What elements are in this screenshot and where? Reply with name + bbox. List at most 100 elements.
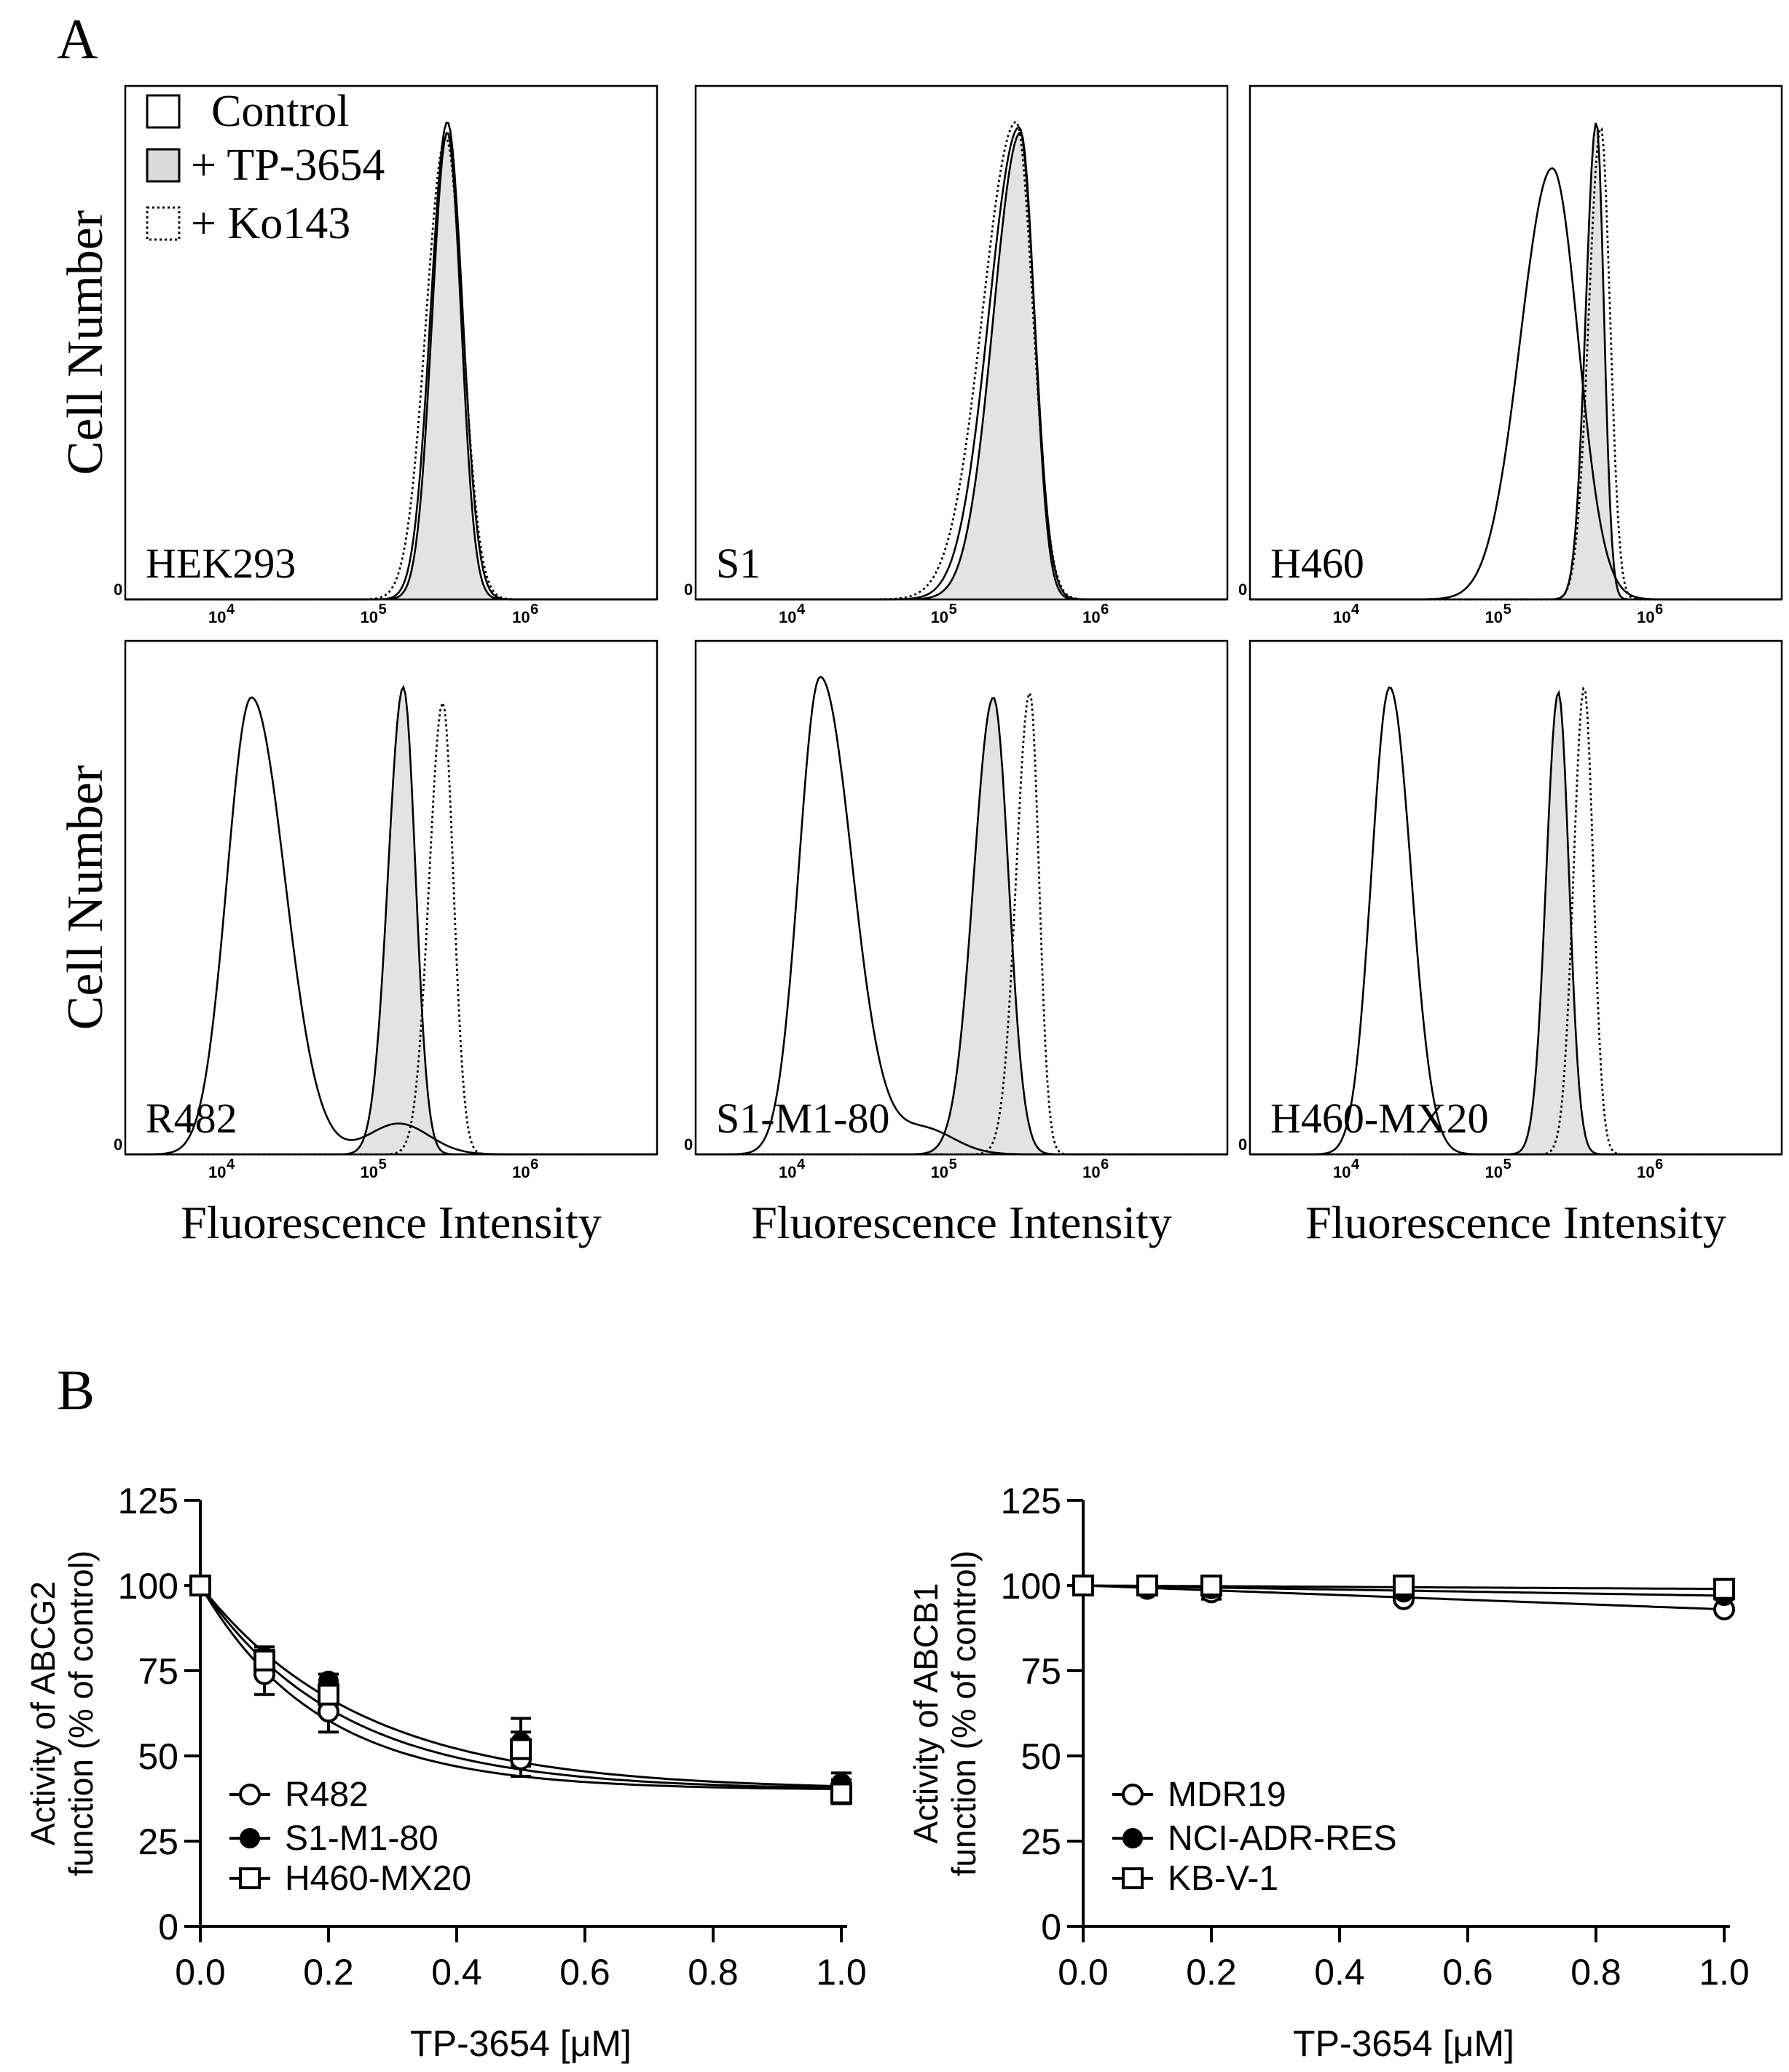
plot-frame	[1249, 639, 1783, 1156]
histogram-series-ko143	[125, 700, 657, 1156]
data-point-open-square	[1393, 1575, 1415, 1596]
cell-line-label: S1-M1-80	[716, 1095, 889, 1142]
histogram-series-tp3654	[696, 697, 1227, 1156]
data-point-filled-circle	[1122, 1828, 1143, 1848]
y-tick-label: 100	[1001, 1566, 1061, 1607]
legend-swatch	[146, 148, 181, 183]
histogram-series-tp3654	[1250, 122, 1782, 601]
data-point-open-square	[1136, 1575, 1158, 1596]
data-point-open-square	[1200, 1575, 1222, 1596]
histogram-series-control	[696, 125, 1227, 601]
plot-frame	[1249, 84, 1783, 601]
y-tick-zero: 0	[684, 1135, 693, 1154]
x-axis-title: Fluorescence Intensity	[1305, 1197, 1726, 1248]
x-tick-exponent: 4	[227, 1157, 235, 1173]
x-tick-label: 10	[208, 1163, 226, 1181]
legend-label: H460-MX20	[285, 1859, 471, 1898]
x-tick-exponent: 4	[1351, 602, 1360, 618]
x-tick-label: 10	[1485, 608, 1503, 626]
y-tick-label: 125	[1001, 1481, 1061, 1521]
x-tick-label: 10	[1333, 608, 1350, 626]
histogram-series-ko143	[1250, 686, 1782, 1156]
x-tick-label: 10	[361, 608, 378, 626]
legend: Control + TP-3654 + Ko143	[146, 87, 385, 248]
panel-label-b: B	[57, 1358, 95, 1422]
y-tick-zero: 0	[114, 580, 122, 599]
x-tick-label: 0.6	[559, 1952, 610, 1993]
x-tick-label: 10	[1082, 1163, 1100, 1181]
histogram-series-tp3654	[696, 130, 1227, 601]
y-tick-label: 25	[138, 1821, 178, 1862]
x-tick-label: 10	[361, 1163, 378, 1181]
panel-label-a: A	[57, 7, 98, 71]
data-point-open-circle	[1122, 1784, 1144, 1805]
x-tick-label: 10	[1637, 608, 1654, 626]
histogram-series-tp3654	[1250, 690, 1782, 1156]
x-tick-label: 10	[1333, 1163, 1350, 1181]
y-axis-title: Activity of ABCG2	[24, 1581, 62, 1846]
x-tick-exponent: 5	[949, 1157, 957, 1173]
y-axis-title: Cell Number	[58, 765, 114, 1031]
y-tick-label: 50	[1021, 1736, 1061, 1777]
histogram-series-control	[1250, 686, 1782, 1156]
x-tick-label: 0.0	[175, 1952, 226, 1993]
x-tick-label: 10	[1082, 608, 1100, 626]
y-axis-title: Activity of ABCB1	[907, 1583, 945, 1844]
x-tick-exponent: 5	[379, 1157, 387, 1173]
x-axis-title: Fluorescence Intensity	[181, 1197, 602, 1248]
y-tick-label: 125	[118, 1481, 178, 1521]
cell-line-label: H460	[1270, 540, 1364, 587]
histogram-series-control	[125, 696, 657, 1156]
data-point-open-square	[1122, 1867, 1144, 1889]
x-axis-title: TP-3654 [μM]	[410, 2023, 632, 2064]
data-point-open-square	[830, 1782, 852, 1805]
cell-line-label: R482	[146, 1095, 237, 1142]
y-tick-label: 0	[1041, 1907, 1061, 1947]
y-tick-zero: 0	[114, 1135, 122, 1154]
x-tick-label: 0.8	[688, 1952, 739, 1993]
legend-label: MDR19	[1168, 1776, 1286, 1814]
legend-label: S1-M1-80	[285, 1819, 439, 1858]
x-tick-exponent: 6	[1101, 1157, 1109, 1173]
y-tick-zero: 0	[1238, 580, 1247, 599]
legend-label: NCI-ADR-RES	[1168, 1819, 1397, 1858]
x-tick-exponent: 6	[1655, 602, 1663, 618]
x-tick-exponent: 5	[379, 602, 387, 618]
data-point-open-square	[318, 1683, 339, 1706]
x-tick-label: 0.4	[1314, 1952, 1365, 1993]
legend-label: Control	[211, 87, 349, 136]
y-tick-label: 75	[1021, 1651, 1061, 1692]
legend-swatch	[146, 94, 181, 129]
x-tick-label: 10	[779, 608, 796, 626]
data-point-open-square	[510, 1738, 532, 1760]
x-tick-label: 0.6	[1442, 1952, 1493, 1993]
data-point-open-square	[1713, 1577, 1735, 1600]
x-tick-label: 10	[208, 608, 226, 626]
y-tick-zero: 0	[684, 580, 693, 599]
x-tick-label: 10	[1485, 1163, 1503, 1181]
x-tick-label: 0.2	[303, 1952, 354, 1993]
y-tick-label: 25	[1021, 1821, 1061, 1862]
x-tick-label: 10	[1637, 1163, 1654, 1181]
x-axis-title: Fluorescence Intensity	[751, 1197, 1172, 1248]
cell-line-label: H460-MX20	[1270, 1095, 1489, 1142]
legend-label: R482	[285, 1776, 369, 1814]
x-tick-exponent: 5	[1503, 1157, 1511, 1173]
x-tick-label: 10	[512, 1163, 530, 1181]
y-axis-title: function (% of control)	[62, 1551, 100, 1876]
dose-response-panel: 0 25 50 75 100 125 0.0 0.2 0.4 0.6 0.8 1.0 TP-3654 […	[24, 1481, 1750, 2064]
y-tick-zero: 0	[1238, 1135, 1247, 1154]
legend-swatch	[146, 206, 181, 241]
x-tick-exponent: 5	[1503, 602, 1511, 618]
legend-label: KB-V-1	[1168, 1859, 1278, 1898]
x-axis-title: TP-3654 [μM]	[1293, 2023, 1514, 2064]
y-tick-label: 50	[138, 1736, 178, 1777]
y-tick-label: 0	[158, 1907, 178, 1947]
x-tick-label: 0.0	[1058, 1952, 1109, 1993]
dose-response-chart: 0 25 50 75 100 125 0.0 0.2 0.4 0.6 0.8 1.0 TP-3654 […	[907, 1481, 1750, 2064]
